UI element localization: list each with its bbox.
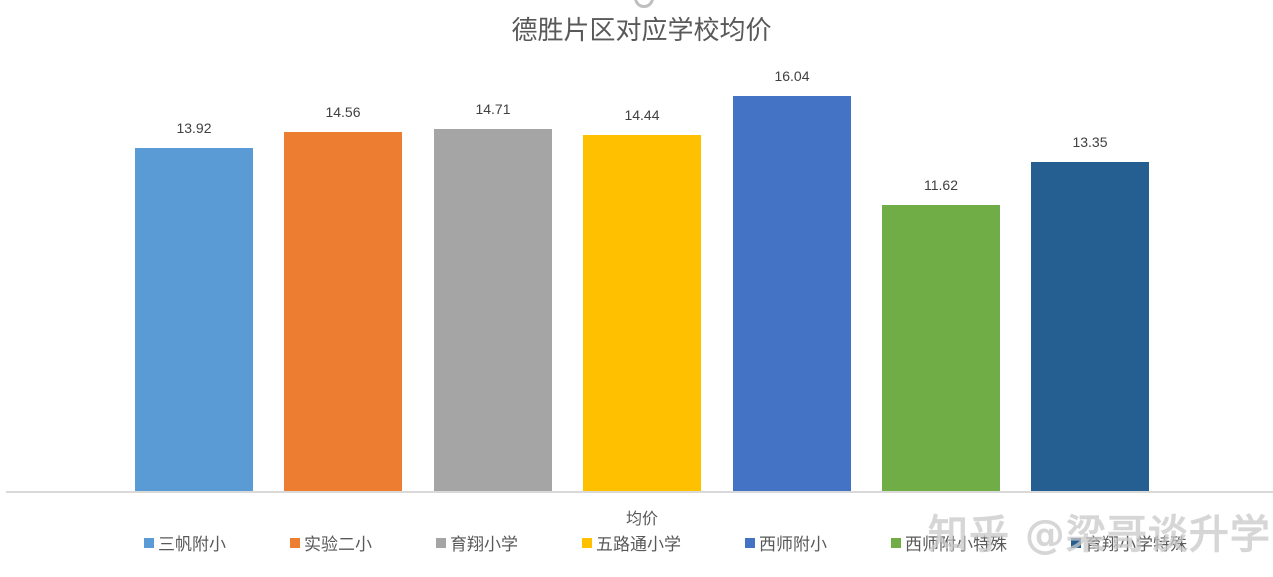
data-label: 11.62: [924, 177, 958, 193]
legend: 三帆附小 实验二小 育翔小学 五路通小学 西师附小 西师附小特殊 育翔小学特殊: [0, 530, 1273, 555]
legend-label: 实验二小: [304, 535, 372, 555]
legend-item: 育翔小学: [436, 530, 518, 555]
legend-item: 三帆附小: [144, 530, 226, 555]
legend-label: 西师附小特殊: [905, 535, 1007, 555]
legend-item: 五路通小学: [582, 530, 681, 555]
legend-swatch: [436, 537, 446, 548]
legend-item: 育翔小学特殊: [1071, 530, 1187, 555]
x-axis-line: [6, 491, 1273, 493]
data-label: 14.71: [475, 101, 511, 117]
legend-swatch: [891, 537, 901, 548]
legend-label: 育翔小学: [450, 535, 518, 555]
bar-2: [284, 132, 402, 492]
bar-4: [583, 135, 701, 492]
data-label: 14.56: [325, 104, 361, 120]
bar-7: [1031, 162, 1149, 492]
data-label: 13.92: [176, 120, 212, 136]
bar-1: [135, 148, 253, 492]
legend-label: 育翔小学特殊: [1085, 535, 1187, 555]
data-label: 16.04: [774, 68, 810, 84]
legend-swatch: [745, 537, 755, 548]
bar-3: [434, 129, 552, 492]
legend-swatch: [582, 537, 592, 548]
legend-swatch: [1071, 537, 1081, 548]
legend-swatch: [144, 537, 154, 548]
chart-title: 德胜片区对应学校均价: [511, 16, 772, 46]
legend-item: 西师附小: [745, 530, 827, 555]
legend-label: 五路通小学: [596, 535, 681, 555]
data-label: 14.44: [624, 107, 660, 123]
bar-5: [733, 96, 851, 492]
bar-6: [882, 205, 1000, 492]
decorative-circle: [634, 0, 654, 8]
watermark: 知乎 @梁哥谈升学: [928, 512, 1271, 558]
legend-label: 三帆附小: [158, 535, 226, 555]
legend-item: 实验二小: [290, 530, 372, 555]
data-label: 13.35: [1072, 134, 1108, 150]
x-axis-label: 均价: [625, 509, 658, 528]
legend-label: 西师附小: [759, 535, 827, 555]
legend-item: 西师附小特殊: [891, 530, 1007, 555]
legend-swatch: [290, 537, 300, 548]
